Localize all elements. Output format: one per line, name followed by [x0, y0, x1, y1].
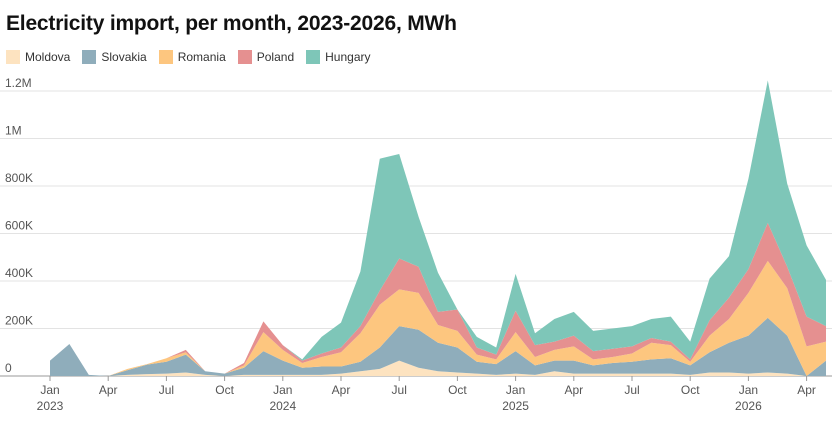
legend-item-moldova: Moldova [6, 50, 70, 64]
y-tick-label: 0 [5, 361, 12, 375]
y-tick-label: 800K [5, 171, 33, 185]
y-tick-label: 200K [5, 314, 33, 328]
x-tick-label: Jul [159, 383, 174, 397]
legend-swatch [237, 50, 252, 64]
y-tick-label: 1.2M [5, 76, 32, 90]
legend-label: Romania [177, 50, 226, 64]
x-tick-label: Jul [624, 383, 639, 397]
x-tick-label: Oct [681, 383, 700, 397]
y-tick-label: 1M [5, 124, 22, 138]
legend-item-slovakia: Slovakia [82, 50, 147, 64]
x-tick-label: Apr [797, 383, 816, 397]
x-tick-year: 2023 [37, 399, 64, 413]
y-tick-label: 400K [5, 266, 33, 280]
legend-item-romania: Romania [158, 50, 226, 64]
x-tick-label: Jul [392, 383, 407, 397]
x-tick-label: Apr [99, 383, 118, 397]
legend-swatch [82, 50, 97, 64]
legend-label: Poland [256, 50, 295, 64]
legend-swatch [158, 50, 173, 64]
x-axis-ticks: Jan 2023 Apr Jul Oct Jan 2024 Apr Jul Oct Jan 2025 A… [37, 376, 816, 413]
x-tick-label: Oct [448, 383, 467, 397]
area-moldova [50, 360, 826, 376]
x-tick-label: Apr [332, 383, 351, 397]
x-tick-label: Jan [506, 383, 525, 397]
y-axis-ticks: 0 200K 400K 600K 800K 1M 1.2M [5, 76, 33, 375]
x-tick-label: Oct [215, 383, 234, 397]
x-tick-year: 2025 [502, 399, 529, 413]
y-tick-label: 600K [5, 219, 33, 233]
x-tick-year: 2026 [735, 399, 762, 413]
legend-swatch [306, 50, 321, 64]
legend-label: Slovakia [101, 50, 147, 64]
x-tick-year: 2024 [269, 399, 296, 413]
chart-title: Electricity import, per month, 2023-2026… [6, 12, 457, 35]
stacked-areas [50, 80, 826, 376]
legend-swatch [6, 50, 20, 64]
x-tick-label: Apr [564, 383, 583, 397]
x-tick-label: Jan [40, 383, 59, 397]
legend-item-hungary: Hungary [306, 50, 370, 64]
x-tick-label: Jan [273, 383, 292, 397]
chart-legend: Moldova Slovakia Romania Poland Hungary [6, 50, 382, 64]
legend-label: Hungary [325, 50, 371, 64]
legend-label: Moldova [25, 50, 71, 64]
legend-item-poland: Poland [237, 50, 295, 64]
area-slovakia [50, 317, 826, 376]
x-tick-label: Jan [739, 383, 758, 397]
